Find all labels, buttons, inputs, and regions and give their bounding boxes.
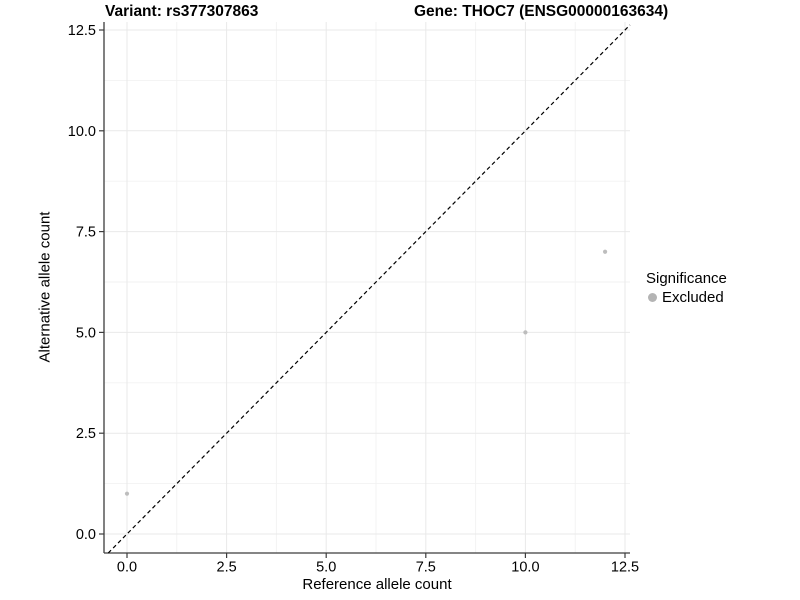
y-tick-label: 12.5 xyxy=(68,23,96,39)
y-tick-label: 10.0 xyxy=(68,124,96,140)
x-tick-label: 2.5 xyxy=(217,560,237,576)
y-tick-label: 5.0 xyxy=(76,325,96,341)
legend-item-excluded: Excluded xyxy=(646,289,727,306)
x-tick-label: 7.5 xyxy=(416,560,436,576)
x-tick-label: 10.0 xyxy=(511,560,539,576)
y-tick-label: 0.0 xyxy=(76,527,96,543)
legend-item-label: Excluded xyxy=(662,289,724,306)
x-tick-label: 12.5 xyxy=(611,560,639,576)
data-point xyxy=(124,491,130,496)
data-point xyxy=(523,330,528,335)
x-tick-label: 0.0 xyxy=(117,560,137,576)
y-tick-label: 7.5 xyxy=(76,225,96,241)
legend-title: Significance xyxy=(646,270,727,287)
y-tick-label: 2.5 xyxy=(76,426,96,442)
y-axis-title: Alternative allele count xyxy=(36,211,54,363)
excluded-point-swatch xyxy=(648,293,657,302)
identity-dashed-line xyxy=(107,24,631,554)
plot-title-variant: Variant: rs377307863 xyxy=(105,3,259,20)
plot-title-gene: Gene: THOC7 (ENSG00000163634) xyxy=(414,3,669,20)
data-point xyxy=(602,249,608,254)
x-axis-title: Reference allele count xyxy=(302,576,452,593)
x-tick-label: 5.0 xyxy=(316,560,336,576)
legend: Significance Excluded xyxy=(646,270,727,306)
